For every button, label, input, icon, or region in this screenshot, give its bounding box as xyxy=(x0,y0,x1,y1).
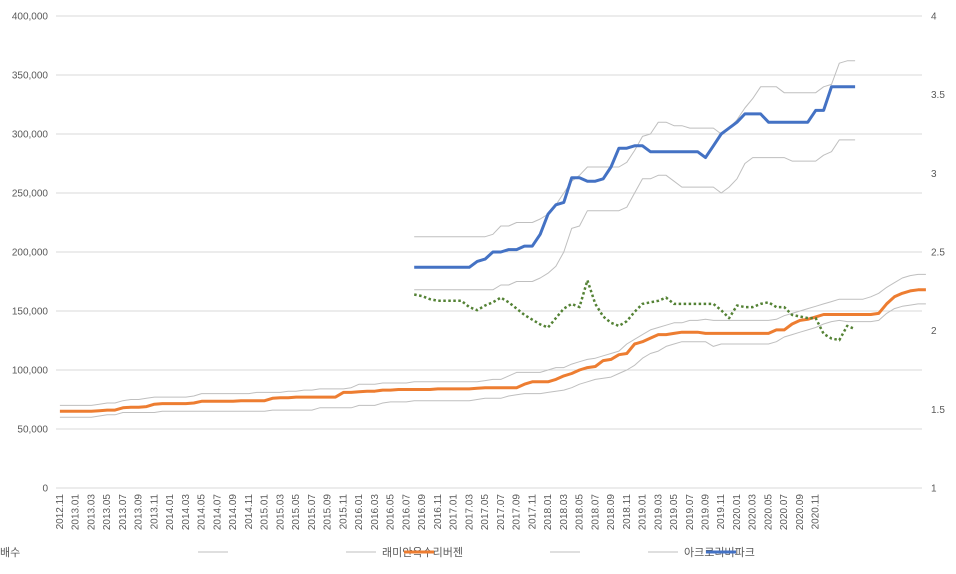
x-tick-label: 2017.05 xyxy=(480,494,491,531)
x-tick-label: 2014.01 xyxy=(165,494,176,531)
y-tick-label: 250,000 xyxy=(12,189,49,200)
x-tick-label: 2020.03 xyxy=(748,494,759,531)
x-tick-label: 2016.07 xyxy=(401,494,412,531)
x-tick-label: 2015.09 xyxy=(323,494,334,531)
x-tick-label: 2015.11 xyxy=(338,494,349,530)
x-tick-label: 2018.03 xyxy=(559,494,570,531)
x-tick-label: 2019.03 xyxy=(653,494,664,531)
y2-tick-label: 2.5 xyxy=(931,248,945,259)
series-line-ratio-배수 xyxy=(413,279,856,342)
plot-area xyxy=(59,60,926,418)
x-tick-label: 2015.03 xyxy=(275,494,286,531)
x-tick-label: 2019.09 xyxy=(701,494,712,531)
x-tick-label: 2013.01 xyxy=(71,494,82,531)
x-tick-label: 2017.01 xyxy=(449,494,460,531)
x-tick-label: 2017.03 xyxy=(464,494,475,531)
y-tick-label: 200,000 xyxy=(12,248,49,259)
y2-tick-label: 2 xyxy=(931,326,937,337)
series-line-range-low-아크로리버파크 xyxy=(414,139,856,291)
x-tick-label: 2019.05 xyxy=(669,494,680,531)
series-line-range-low-래미안옥수리버젠 xyxy=(59,303,926,418)
x-tick-label: 2020.05 xyxy=(763,494,774,531)
x-tick-label: 2016.05 xyxy=(386,494,397,531)
x-tick-label: 2019.11 xyxy=(716,494,727,530)
y-tick-label: 350,000 xyxy=(12,71,49,82)
x-tick-label: 2017.11 xyxy=(527,494,538,530)
x-tick-label: 2020.09 xyxy=(795,494,806,531)
x-tick-label: 2016.09 xyxy=(417,494,428,531)
gridlines xyxy=(56,15,922,489)
x-tick-label: 2013.05 xyxy=(102,494,113,531)
y-tick-label: 400,000 xyxy=(12,12,49,23)
y2-tick-label: 3 xyxy=(931,169,937,180)
x-tick-label: 2015.07 xyxy=(307,494,318,531)
x-tick-label: 2014.11 xyxy=(244,494,255,530)
y-tick-label: 300,000 xyxy=(12,130,49,141)
x-tick-label: 2015.05 xyxy=(291,494,302,531)
x-tick-label: 2016.11 xyxy=(433,494,444,530)
x-tick-label: 2017.07 xyxy=(496,494,507,531)
y2-tick-label: 1.5 xyxy=(931,405,945,416)
y2-tick-label: 4 xyxy=(931,12,937,23)
left-axis-ticks: 0 50,000 100,000 150,000 200,000 250,000 300,0… xyxy=(12,12,49,495)
x-tick-label: 2018.05 xyxy=(575,494,586,531)
series-line-range-high-아크로리버파크 xyxy=(414,60,856,238)
y-tick-label: 100,000 xyxy=(12,366,49,377)
x-tick-label: 2014.07 xyxy=(212,494,223,531)
x-tick-label: 2014.05 xyxy=(197,494,208,531)
x-axis-ticks: 2012.11 2013.01 2013.03 2013.05 2013.07 2013.… xyxy=(55,494,822,531)
x-tick-label: 2020.01 xyxy=(732,494,743,531)
y2-tick-label: 1 xyxy=(931,484,937,495)
x-tick-label: 2018.11 xyxy=(622,494,633,530)
x-tick-label: 2019.01 xyxy=(638,494,649,531)
x-tick-label: 2018.09 xyxy=(606,494,617,531)
x-tick-label: 2013.03 xyxy=(86,494,97,531)
legend: 래미안옥수리버젠아크로리버파크배수 xyxy=(0,546,755,559)
x-tick-label: 2012.11 xyxy=(55,494,66,530)
x-tick-label: 2016.03 xyxy=(370,494,381,531)
x-tick-label: 2015.01 xyxy=(260,494,271,531)
series-line-range-high-래미안옥수리버젠 xyxy=(59,273,926,406)
x-tick-label: 2020.11 xyxy=(811,494,822,530)
x-tick-label: 2014.03 xyxy=(181,494,192,531)
x-tick-label: 2020.07 xyxy=(779,494,790,531)
y-tick-label: 0 xyxy=(42,484,48,495)
y2-tick-label: 3.5 xyxy=(931,90,945,101)
x-tick-label: 2018.01 xyxy=(543,494,554,531)
x-tick-label: 2017.09 xyxy=(512,494,523,531)
x-tick-label: 2016.01 xyxy=(354,494,365,531)
series-line-main-래미안옥수리버젠 xyxy=(59,288,926,413)
x-tick-label: 2013.09 xyxy=(134,494,145,531)
x-tick-label: 2013.11 xyxy=(149,494,160,530)
right-axis-ticks: 1 1.5 2 2.5 3 3.5 4 xyxy=(931,12,945,495)
x-tick-label: 2019.07 xyxy=(685,494,696,531)
x-tick-label: 2018.07 xyxy=(590,494,601,531)
legend-label: 배수 xyxy=(0,546,20,559)
y-tick-label: 150,000 xyxy=(12,307,49,318)
series-line-main-아크로리버파크 xyxy=(414,85,856,269)
y-tick-label: 50,000 xyxy=(17,425,48,436)
x-tick-label: 2014.09 xyxy=(228,494,239,531)
x-tick-label: 2013.07 xyxy=(118,494,129,531)
